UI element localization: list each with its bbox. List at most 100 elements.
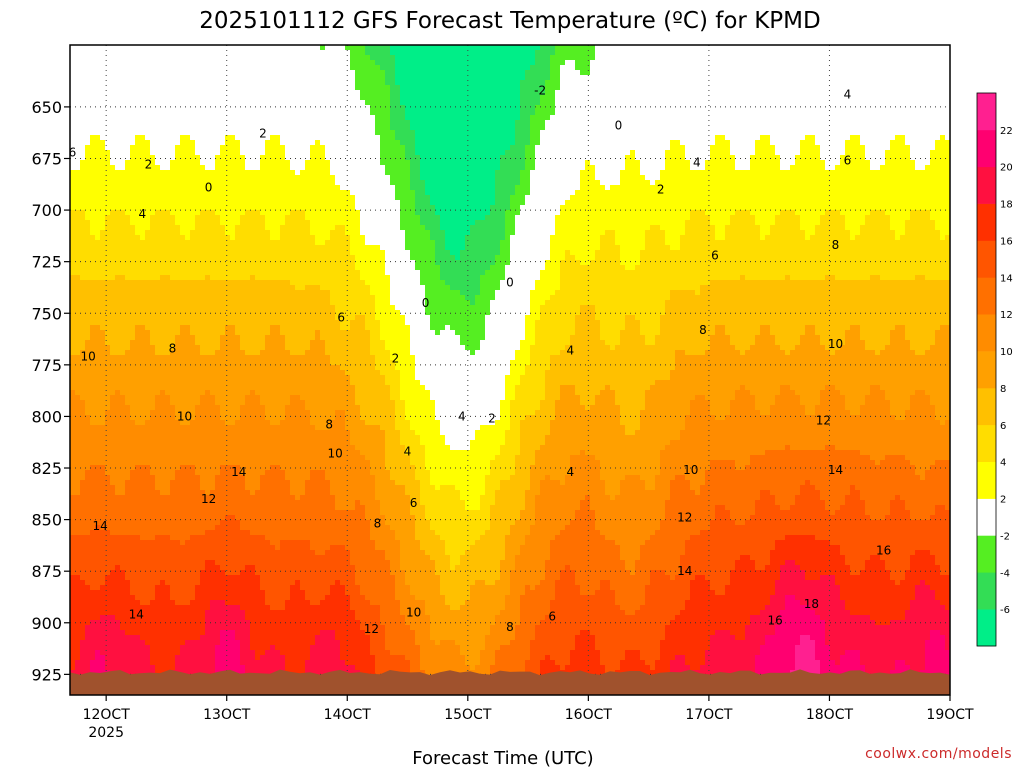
temperature-cell — [610, 140, 616, 146]
temperature-cell — [535, 125, 541, 131]
temperature-cell — [725, 100, 731, 106]
temperature-cell — [760, 70, 766, 76]
temperature-cell — [815, 95, 821, 101]
temperature-cell — [930, 75, 936, 81]
temperature-cell — [405, 65, 411, 71]
temperature-cell — [690, 60, 696, 66]
temperature-cell — [900, 120, 906, 126]
temperature-cell — [925, 65, 931, 71]
temperature-cell — [80, 170, 86, 176]
temperature-cell — [435, 115, 441, 121]
temperature-cell — [300, 185, 306, 191]
temperature-cell — [775, 85, 781, 91]
temperature-cell — [490, 145, 496, 151]
temperature-cell — [665, 120, 671, 126]
temperature-cell — [270, 155, 276, 161]
temperature-cell — [735, 115, 741, 121]
temperature-cell — [630, 45, 636, 51]
temperature-cell — [150, 85, 156, 91]
temperature-cell — [75, 85, 81, 91]
temperature-cell — [410, 85, 416, 91]
temperature-cell — [770, 55, 776, 61]
temperature-cell — [220, 45, 226, 51]
temperature-cell — [885, 75, 891, 81]
temperature-cell — [595, 55, 601, 61]
temperature-cell — [160, 150, 166, 156]
temperature-cell — [660, 45, 666, 51]
temperature-cell — [395, 175, 401, 181]
temperature-cell — [875, 145, 881, 151]
temperature-cell — [180, 80, 186, 86]
temperature-cell — [770, 105, 776, 111]
temperature-cell — [400, 50, 406, 56]
temperature-cell — [305, 160, 311, 166]
temperature-cell — [570, 105, 576, 111]
temperature-cell — [235, 50, 241, 56]
temperature-cell — [790, 65, 796, 71]
temperature-cell — [940, 85, 946, 91]
temperature-cell — [790, 170, 796, 176]
temperature-cell — [475, 105, 481, 111]
temperature-cell — [755, 95, 761, 101]
temperature-cell — [390, 85, 396, 91]
temperature-cell — [775, 100, 781, 106]
temperature-cell — [140, 155, 146, 161]
temperature-cell — [600, 80, 606, 86]
temperature-cell — [775, 175, 781, 181]
temperature-cell — [535, 100, 541, 106]
temperature-cell — [640, 65, 646, 71]
temperature-cell — [340, 175, 346, 181]
temperature-cell — [210, 145, 216, 151]
temperature-cell — [150, 55, 156, 61]
temperature-cell — [475, 45, 481, 51]
temperature-cell — [200, 175, 206, 181]
temperature-cell — [415, 115, 421, 121]
temperature-cell — [580, 135, 586, 141]
temperature-cell — [555, 50, 561, 56]
temperature-cell — [130, 125, 136, 131]
temperature-cell — [155, 180, 161, 186]
temperature-cell — [720, 100, 726, 106]
temperature-cell — [240, 150, 246, 156]
temperature-cell — [910, 90, 916, 96]
temperature-cell — [190, 90, 196, 96]
temperature-cell — [175, 80, 181, 86]
temperature-cell — [315, 60, 321, 66]
temperature-cell — [530, 105, 536, 111]
temperature-cell — [525, 130, 531, 136]
temperature-cell — [500, 100, 506, 106]
temperature-cell — [380, 110, 386, 116]
temperature-cell — [455, 135, 461, 141]
temperature-cell — [100, 85, 106, 91]
temperature-cell — [700, 150, 706, 156]
temperature-cell — [330, 110, 336, 116]
temperature-cell — [200, 55, 206, 61]
temperature-cell — [100, 155, 106, 161]
temperature-cell — [610, 45, 616, 51]
temperature-cell — [360, 155, 366, 161]
temperature-cell — [865, 95, 871, 101]
temperature-cell — [600, 145, 606, 151]
temperature-cell — [345, 95, 351, 101]
temperature-cell — [315, 135, 321, 141]
temperature-cell — [660, 140, 666, 146]
temperature-cell — [80, 80, 86, 86]
temperature-cell — [915, 165, 921, 171]
temperature-cell — [500, 145, 506, 151]
temperature-cell — [820, 165, 826, 171]
temperature-cell — [70, 120, 76, 126]
temperature-cell — [885, 145, 891, 151]
temperature-cell — [835, 90, 841, 96]
temperature-cell — [350, 140, 356, 146]
temperature-cell — [365, 185, 371, 191]
temperature-cell — [225, 95, 231, 101]
temperature-cell — [190, 165, 196, 171]
temperature-cell — [350, 55, 356, 61]
temperature-cell — [740, 145, 746, 151]
temperature-cell — [480, 95, 486, 101]
temperature-cell — [185, 150, 191, 156]
temperature-cell — [140, 185, 146, 191]
temperature-cell — [85, 45, 91, 51]
temperature-cell — [290, 50, 296, 56]
temperature-cell — [365, 155, 371, 161]
